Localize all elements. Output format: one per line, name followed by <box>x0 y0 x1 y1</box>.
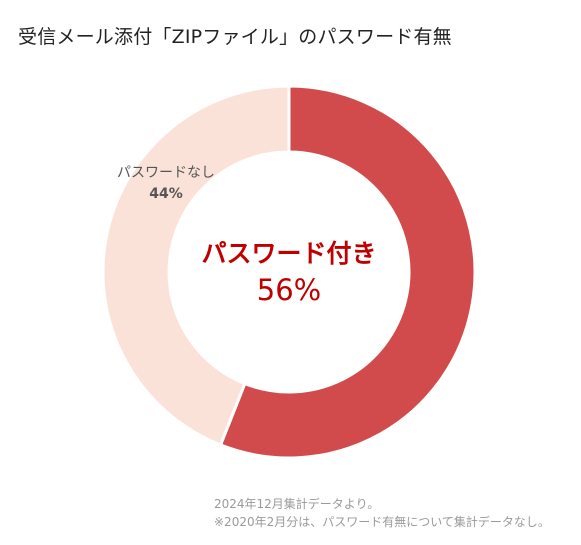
footnote-source: 2024年12月集計データより。 <box>214 497 380 511</box>
footnote-note: ※2020年2月分は、パスワード有無について集計データなし。 <box>214 515 550 529</box>
center-label-name: パスワード付き <box>201 239 376 268</box>
outer-label-name: パスワードなし <box>117 165 215 181</box>
outer-label-value: 44% <box>149 186 183 202</box>
center-label-value: 56% <box>257 273 321 307</box>
donut-slice-with-password <box>218 84 477 460</box>
chart-title: 受信メール添付「ZIPファイル」のパスワード有無 <box>18 26 452 48</box>
slices-group <box>101 84 477 460</box>
donut-slice-without-password <box>101 84 291 447</box>
